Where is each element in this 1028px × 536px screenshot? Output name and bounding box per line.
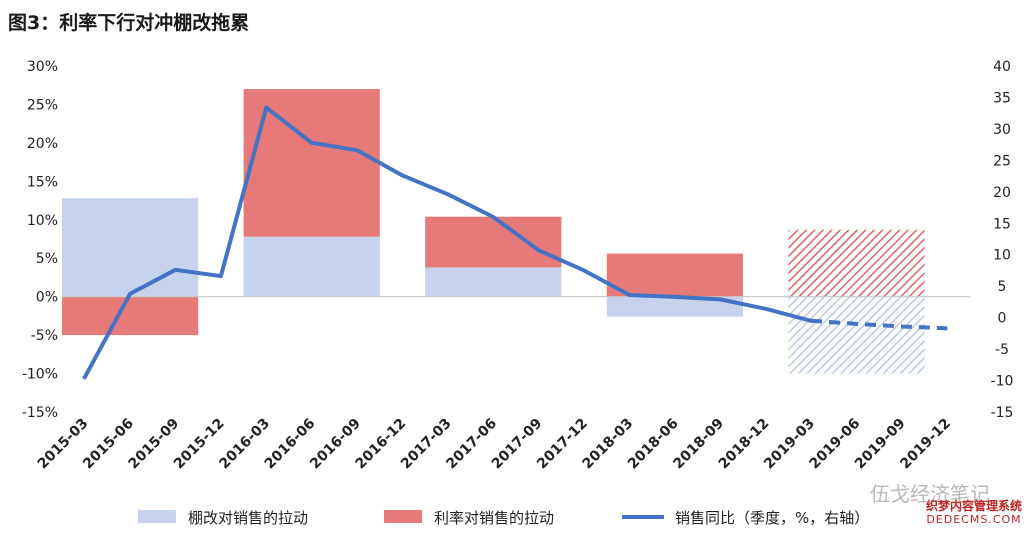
left-tick-label: 10% xyxy=(27,213,58,229)
left-tick-label: 30% xyxy=(27,59,58,75)
legend-label-shantytown: 棚改对销售的拉动 xyxy=(188,509,308,527)
line-layer xyxy=(82,105,948,380)
x-axis-ticks: 2015-032015-062015-092015-122016-032016-… xyxy=(35,416,954,473)
left-tick-label: 0% xyxy=(36,290,58,306)
right-tick-label: 0 xyxy=(998,311,1007,327)
left-tick-label: -15% xyxy=(22,405,58,421)
right-tick-label: -5 xyxy=(995,342,1009,358)
bar-shantytown-2017 xyxy=(425,267,562,297)
legend-label-rate: 利率对销售的拉动 xyxy=(434,509,554,527)
site-logo-line2: DEDECMS.COM xyxy=(926,513,1022,526)
right-tick-label: 35 xyxy=(993,90,1011,106)
sales-line-forecast xyxy=(810,318,948,331)
bar-rate-2018 xyxy=(606,253,743,297)
right-tick-label: 30 xyxy=(993,122,1011,138)
bar-rate-2019 xyxy=(788,229,925,297)
bar-shantytown-2015 xyxy=(62,198,199,297)
right-tick-label: 25 xyxy=(993,153,1011,169)
right-tick-label: -10 xyxy=(991,374,1014,390)
right-tick-label: 15 xyxy=(993,216,1011,232)
right-tick-label: 20 xyxy=(993,185,1011,201)
left-axis-ticks: 30% 25% 20% 15% 10% 5% 0% -5% -10% -15% xyxy=(22,59,58,421)
site-logo-line1: 织梦内容管理系统 xyxy=(925,499,1022,513)
legend-swatch-shantytown xyxy=(138,510,176,523)
bar-layer xyxy=(62,89,925,374)
site-logo: 织梦内容管理系统 DEDECMS.COM xyxy=(925,499,1022,527)
watermark-text: 伍戈经济笔记 xyxy=(870,482,990,506)
right-tick-label: -15 xyxy=(991,405,1014,421)
bar-rate-2015 xyxy=(62,296,199,336)
left-tick-label: 5% xyxy=(36,251,58,267)
legend-label-sales: 销售同比（季度，%，右轴） xyxy=(675,509,869,527)
bar-rate-2017 xyxy=(425,216,562,268)
right-tick-label: 10 xyxy=(993,248,1011,264)
chart-title: 图3：利率下行对冲棚改拖累 xyxy=(8,12,250,34)
right-axis-ticks: 40 35 30 25 20 15 10 5 0 -5 -10 -15 xyxy=(991,59,1014,421)
legend: 棚改对销售的拉动 利率对销售的拉动 销售同比（季度，%，右轴） xyxy=(138,509,869,527)
left-tick-label: -5% xyxy=(31,328,58,344)
legend-swatch-rate xyxy=(384,510,422,523)
right-tick-label: 40 xyxy=(993,59,1011,75)
left-tick-label: 15% xyxy=(27,174,58,190)
left-tick-label: 20% xyxy=(27,136,58,152)
sales-line-actual xyxy=(82,105,814,380)
right-tick-label: 5 xyxy=(998,279,1007,295)
bar-shantytown-2018 xyxy=(606,296,743,317)
left-tick-label: -10% xyxy=(22,367,58,383)
left-tick-label: 25% xyxy=(27,97,58,113)
bar-shantytown-2019 xyxy=(788,296,925,374)
bar-shantytown-2016 xyxy=(243,236,380,297)
